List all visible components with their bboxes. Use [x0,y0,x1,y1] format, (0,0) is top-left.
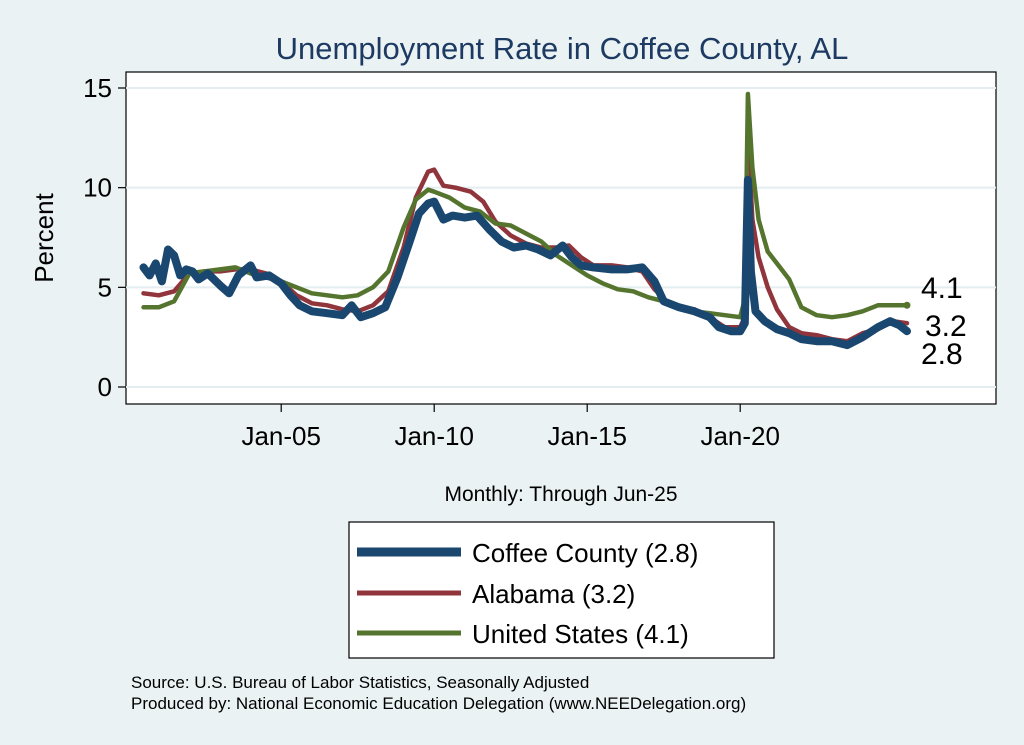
legend-label-coffee-county: Coffee County (2.8) [472,538,698,568]
y-tick-label-0: 0 [98,372,112,402]
x-axis-subtitle: Monthly: Through Jun-25 [444,483,677,506]
united-states-end-marker [903,301,911,309]
series-line-coffee-county [139,175,911,350]
x-tick-label-Jan-05: Jan-05 [241,421,321,451]
producer-note: Produced by: National Economic Education… [131,694,746,713]
plot-area [125,71,997,405]
end-label-coffee-county: 2.8 [921,338,963,371]
end-labels: 2.83.2 4.1 [921,272,967,371]
source-note: Source: U.S. Bureau of Labor Statistics,… [131,673,589,692]
x-tick-label-Jan-10: Jan-10 [394,421,474,451]
y-tick-label-5: 5 [98,272,112,302]
chart-title: Unemployment Rate in Coffee County, AL [276,31,849,66]
x-tick-label-Jan-20: Jan-20 [700,421,780,451]
y-axis-title: Percent [29,192,59,282]
gridlines [126,87,996,388]
end-label-alabama: 3.2 [925,310,967,343]
x-tick-label-Jan-15: Jan-15 [547,421,627,451]
y-tick-label-15: 15 [83,73,112,103]
legend-label-alabama: Alabama (3.2) [472,579,635,609]
y-axis: 0 5 10 15 [83,73,126,402]
legend-label-united-states: United States (4.1) [472,619,689,649]
legend: Coffee County (2.8) Alabama (3.2) United… [348,521,775,659]
end-label-united-states: 4.1 [921,272,963,305]
x-axis: Jan-05 Jan-10 Jan-15 Jan-20 [241,404,780,451]
series-lines [139,91,911,350]
y-tick-label-10: 10 [83,173,112,203]
